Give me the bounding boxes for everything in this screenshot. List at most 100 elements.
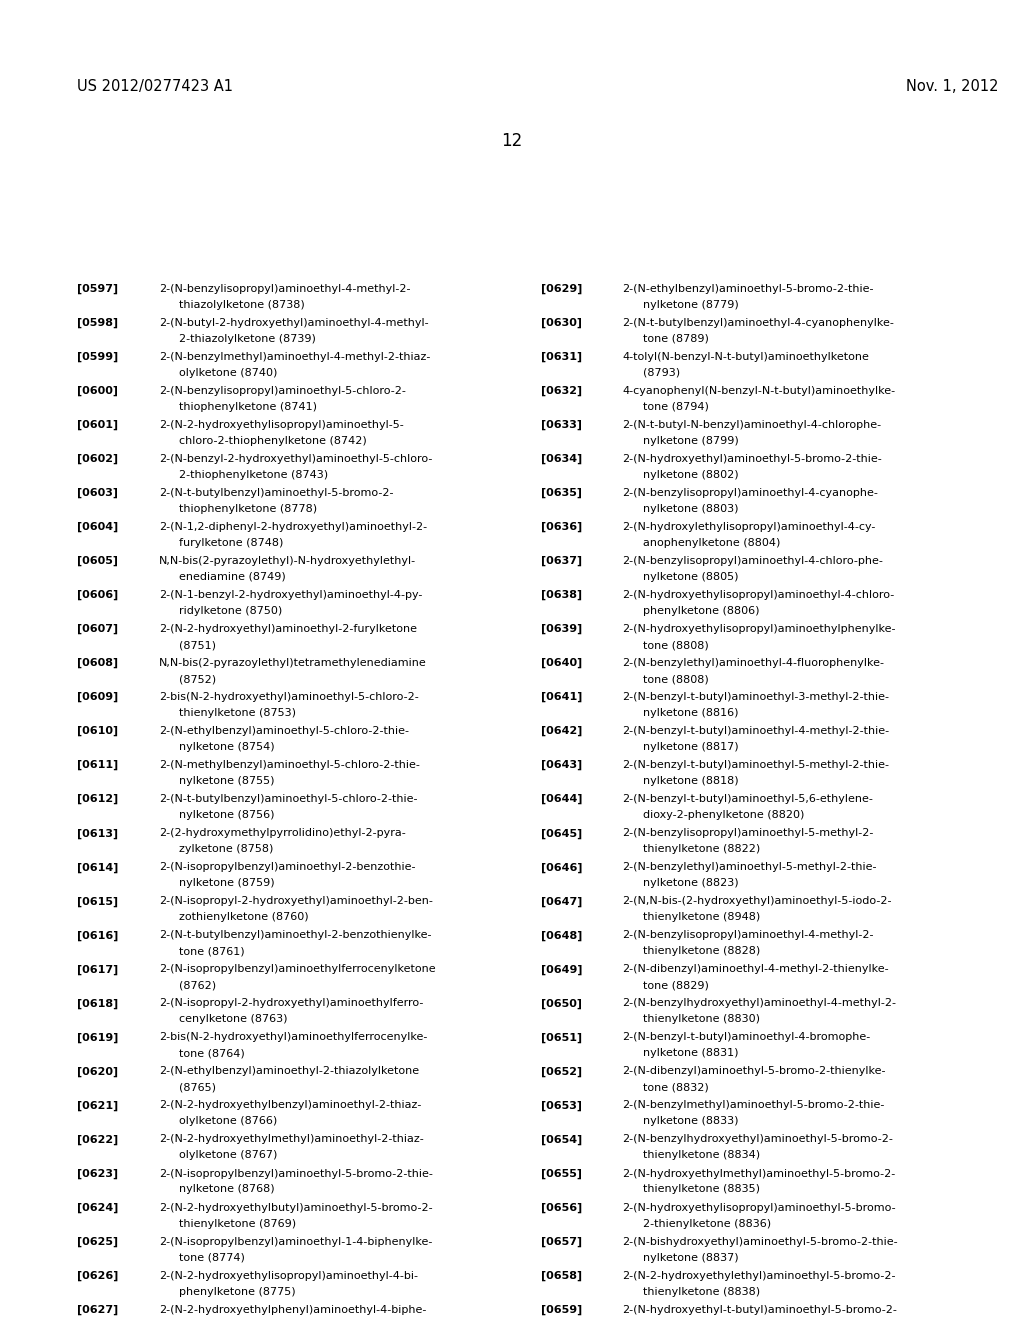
- Text: 2-(N-ethylbenzyl)aminoethyl-2-thiazolylketone: 2-(N-ethylbenzyl)aminoethyl-2-thiazolylk…: [159, 1067, 419, 1076]
- Text: 2-(N-2-hydroxyethylbutyl)aminoethyl-5-bromo-2-: 2-(N-2-hydroxyethylbutyl)aminoethyl-5-br…: [159, 1203, 432, 1213]
- Text: dioxy-2-phenylketone (8820): dioxy-2-phenylketone (8820): [643, 810, 805, 820]
- Text: phenylketone (8806): phenylketone (8806): [643, 606, 760, 616]
- Text: olylketone (8767): olylketone (8767): [179, 1151, 278, 1160]
- Text: [0622]: [0622]: [77, 1134, 118, 1144]
- Text: 2-(N-benzylisopropyl)aminoethyl-5-chloro-2-: 2-(N-benzylisopropyl)aminoethyl-5-chloro…: [159, 385, 406, 396]
- Text: 2-(N-ethylbenzyl)aminoethyl-5-bromo-2-thie-: 2-(N-ethylbenzyl)aminoethyl-5-bromo-2-th…: [623, 284, 874, 294]
- Text: 2-(N-2-hydroxyethylphenyl)aminoethyl-4-biphe-: 2-(N-2-hydroxyethylphenyl)aminoethyl-4-b…: [159, 1304, 426, 1315]
- Text: 2-(N-butyl-2-hydroxyethyl)aminoethyl-4-methyl-: 2-(N-butyl-2-hydroxyethyl)aminoethyl-4-m…: [159, 318, 428, 327]
- Text: 2-(N-benzylmethyl)aminoethyl-4-methyl-2-thiaz-: 2-(N-benzylmethyl)aminoethyl-4-methyl-2-…: [159, 352, 430, 362]
- Text: [0652]: [0652]: [541, 1067, 582, 1077]
- Text: 2-(N-methylbenzyl)aminoethyl-5-chloro-2-thie-: 2-(N-methylbenzyl)aminoethyl-5-chloro-2-…: [159, 760, 420, 770]
- Text: thienylketone (8822): thienylketone (8822): [643, 845, 761, 854]
- Text: 2-(N-isopropylbenzyl)aminoethyl-1-4-biphenylke-: 2-(N-isopropylbenzyl)aminoethyl-1-4-biph…: [159, 1237, 432, 1246]
- Text: [0619]: [0619]: [77, 1032, 118, 1043]
- Text: [0604]: [0604]: [77, 521, 118, 532]
- Text: 2-(N-bishydroxyethyl)aminoethyl-5-bromo-2-thie-: 2-(N-bishydroxyethyl)aminoethyl-5-bromo-…: [623, 1237, 898, 1246]
- Text: [0627]: [0627]: [77, 1304, 118, 1315]
- Text: 2-(N-benzylisopropyl)aminoethyl-4-methyl-2-: 2-(N-benzylisopropyl)aminoethyl-4-methyl…: [623, 931, 874, 940]
- Text: 2-(N-ethylbenzyl)aminoethyl-5-chloro-2-thie-: 2-(N-ethylbenzyl)aminoethyl-5-chloro-2-t…: [159, 726, 409, 737]
- Text: [0634]: [0634]: [541, 454, 582, 465]
- Text: [0606]: [0606]: [77, 590, 118, 601]
- Text: thienylketone (8753): thienylketone (8753): [179, 708, 296, 718]
- Text: [0609]: [0609]: [77, 692, 118, 702]
- Text: [0645]: [0645]: [541, 828, 582, 838]
- Text: phenylketone (8775): phenylketone (8775): [179, 1287, 296, 1296]
- Text: [0610]: [0610]: [77, 726, 118, 737]
- Text: N,N-bis(2-pyrazoylethyl)tetramethylenediamine: N,N-bis(2-pyrazoylethyl)tetramethylenedi…: [159, 659, 426, 668]
- Text: 12: 12: [502, 132, 522, 150]
- Text: olylketone (8766): olylketone (8766): [179, 1117, 278, 1126]
- Text: 2-(N-benzyl-t-butyl)aminoethyl-4-bromophe-: 2-(N-benzyl-t-butyl)aminoethyl-4-bromoph…: [623, 1032, 870, 1043]
- Text: 2-(N-benzylisopropyl)aminoethyl-4-methyl-2-: 2-(N-benzylisopropyl)aminoethyl-4-methyl…: [159, 284, 411, 294]
- Text: [0600]: [0600]: [77, 385, 118, 396]
- Text: 2-(N-hydroxyethyl)aminoethyl-5-bromo-2-thie-: 2-(N-hydroxyethyl)aminoethyl-5-bromo-2-t…: [623, 454, 883, 463]
- Text: 2-(N-hydroxylethylisopropyl)aminoethyl-4-cy-: 2-(N-hydroxylethylisopropyl)aminoethyl-4…: [623, 521, 876, 532]
- Text: 2-(N-2-hydroxyethyl)aminoethyl-2-furylketone: 2-(N-2-hydroxyethyl)aminoethyl-2-furylke…: [159, 624, 417, 634]
- Text: 2-(N-t-butylbenzyl)aminoethyl-5-bromo-2-: 2-(N-t-butylbenzyl)aminoethyl-5-bromo-2-: [159, 488, 393, 498]
- Text: 2-(N-hydroxyethylisopropyl)aminoethyl-4-chloro-: 2-(N-hydroxyethylisopropyl)aminoethyl-4-…: [623, 590, 895, 601]
- Text: furylketone (8748): furylketone (8748): [179, 539, 284, 548]
- Text: [0599]: [0599]: [77, 352, 118, 362]
- Text: 4-tolyl(N-benzyl-N-t-butyl)aminoethylketone: 4-tolyl(N-benzyl-N-t-butyl)aminoethylket…: [623, 352, 869, 362]
- Text: [0613]: [0613]: [77, 828, 118, 838]
- Text: [0607]: [0607]: [77, 624, 118, 635]
- Text: [0625]: [0625]: [77, 1237, 118, 1247]
- Text: thienylketone (8835): thienylketone (8835): [643, 1184, 760, 1195]
- Text: nylketone (8768): nylketone (8768): [179, 1184, 274, 1195]
- Text: 2-(N-dibenzyl)aminoethyl-4-methyl-2-thienylke-: 2-(N-dibenzyl)aminoethyl-4-methyl-2-thie…: [623, 965, 889, 974]
- Text: [0603]: [0603]: [77, 488, 118, 498]
- Text: [0640]: [0640]: [541, 659, 582, 668]
- Text: (8752): (8752): [179, 675, 216, 684]
- Text: thiophenylketone (8778): thiophenylketone (8778): [179, 504, 317, 513]
- Text: (8765): (8765): [179, 1082, 216, 1093]
- Text: 2-(N-hydroxyethylmethyl)aminoethyl-5-bromo-2-: 2-(N-hydroxyethylmethyl)aminoethyl-5-bro…: [623, 1168, 896, 1179]
- Text: 2-(N-benzyl-t-butyl)aminoethyl-5-methyl-2-thie-: 2-(N-benzyl-t-butyl)aminoethyl-5-methyl-…: [623, 760, 890, 770]
- Text: anophenylketone (8804): anophenylketone (8804): [643, 539, 780, 548]
- Text: [0651]: [0651]: [541, 1032, 582, 1043]
- Text: 2-(N-benzylisopropyl)aminoethyl-4-cyanophe-: 2-(N-benzylisopropyl)aminoethyl-4-cyanop…: [623, 488, 879, 498]
- Text: 2-(N-benzylisopropyl)aminoethyl-5-methyl-2-: 2-(N-benzylisopropyl)aminoethyl-5-methyl…: [623, 828, 873, 838]
- Text: 2-(N,N-bis-(2-hydroxyethyl)aminoethyl-5-iodo-2-: 2-(N,N-bis-(2-hydroxyethyl)aminoethyl-5-…: [623, 896, 892, 907]
- Text: 2-(N-t-butylbenzyl)aminoethyl-2-benzothienylke-: 2-(N-t-butylbenzyl)aminoethyl-2-benzothi…: [159, 931, 431, 940]
- Text: nylketone (8805): nylketone (8805): [643, 572, 738, 582]
- Text: nylketone (8833): nylketone (8833): [643, 1117, 738, 1126]
- Text: 2-(N-hydroxyethylisopropyl)aminoethylphenylke-: 2-(N-hydroxyethylisopropyl)aminoethylphe…: [623, 624, 896, 634]
- Text: 2-(N-benzyl-t-butyl)aminoethyl-5,6-ethylene-: 2-(N-benzyl-t-butyl)aminoethyl-5,6-ethyl…: [623, 795, 873, 804]
- Text: thienylketone (8769): thienylketone (8769): [179, 1218, 296, 1229]
- Text: 2-thienylketone (8836): 2-thienylketone (8836): [643, 1218, 771, 1229]
- Text: [0614]: [0614]: [77, 862, 118, 873]
- Text: nylketone (8831): nylketone (8831): [643, 1048, 738, 1059]
- Text: thienylketone (8830): thienylketone (8830): [643, 1014, 760, 1024]
- Text: [0632]: [0632]: [541, 385, 582, 396]
- Text: [0629]: [0629]: [541, 284, 582, 294]
- Text: thienylketone (8828): thienylketone (8828): [643, 946, 761, 956]
- Text: thienylketone (8948): thienylketone (8948): [643, 912, 761, 923]
- Text: [0644]: [0644]: [541, 795, 583, 804]
- Text: [0659]: [0659]: [541, 1304, 582, 1315]
- Text: [0620]: [0620]: [77, 1067, 118, 1077]
- Text: 4-cyanophenyl(N-benzyl-N-t-butyl)aminoethylke-: 4-cyanophenyl(N-benzyl-N-t-butyl)aminoet…: [623, 385, 896, 396]
- Text: [0598]: [0598]: [77, 318, 118, 329]
- Text: tone (8832): tone (8832): [643, 1082, 709, 1093]
- Text: enediamine (8749): enediamine (8749): [179, 572, 286, 582]
- Text: cenylketone (8763): cenylketone (8763): [179, 1014, 288, 1024]
- Text: 2-(N-benzyl-t-butyl)aminoethyl-4-methyl-2-thie-: 2-(N-benzyl-t-butyl)aminoethyl-4-methyl-…: [623, 726, 890, 737]
- Text: 2-(N-benzylhydroxyethyl)aminoethyl-4-methyl-2-: 2-(N-benzylhydroxyethyl)aminoethyl-4-met…: [623, 998, 897, 1008]
- Text: 2-(N-1,2-diphenyl-2-hydroxyethyl)aminoethyl-2-: 2-(N-1,2-diphenyl-2-hydroxyethyl)aminoet…: [159, 521, 427, 532]
- Text: 2-(N-isopropylbenzyl)aminoethylferrocenylketone: 2-(N-isopropylbenzyl)aminoethylferroceny…: [159, 965, 435, 974]
- Text: [0626]: [0626]: [77, 1271, 118, 1280]
- Text: [0630]: [0630]: [541, 318, 582, 329]
- Text: (8762): (8762): [179, 981, 216, 990]
- Text: [0641]: [0641]: [541, 692, 582, 702]
- Text: [0636]: [0636]: [541, 521, 582, 532]
- Text: 2-(N-hydroxyethyl-t-butyl)aminoethyl-5-bromo-2-: 2-(N-hydroxyethyl-t-butyl)aminoethyl-5-b…: [623, 1304, 897, 1315]
- Text: [0643]: [0643]: [541, 760, 582, 771]
- Text: 2-(N-1-benzyl-2-hydroxyethyl)aminoethyl-4-py-: 2-(N-1-benzyl-2-hydroxyethyl)aminoethyl-…: [159, 590, 422, 601]
- Text: tone (8808): tone (8808): [643, 675, 709, 684]
- Text: [0615]: [0615]: [77, 896, 118, 907]
- Text: chloro-2-thiophenylketone (8742): chloro-2-thiophenylketone (8742): [179, 436, 367, 446]
- Text: [0601]: [0601]: [77, 420, 118, 430]
- Text: 2-(N-benzyl-t-butyl)aminoethyl-3-methyl-2-thie-: 2-(N-benzyl-t-butyl)aminoethyl-3-methyl-…: [623, 692, 890, 702]
- Text: nylketone (8818): nylketone (8818): [643, 776, 738, 787]
